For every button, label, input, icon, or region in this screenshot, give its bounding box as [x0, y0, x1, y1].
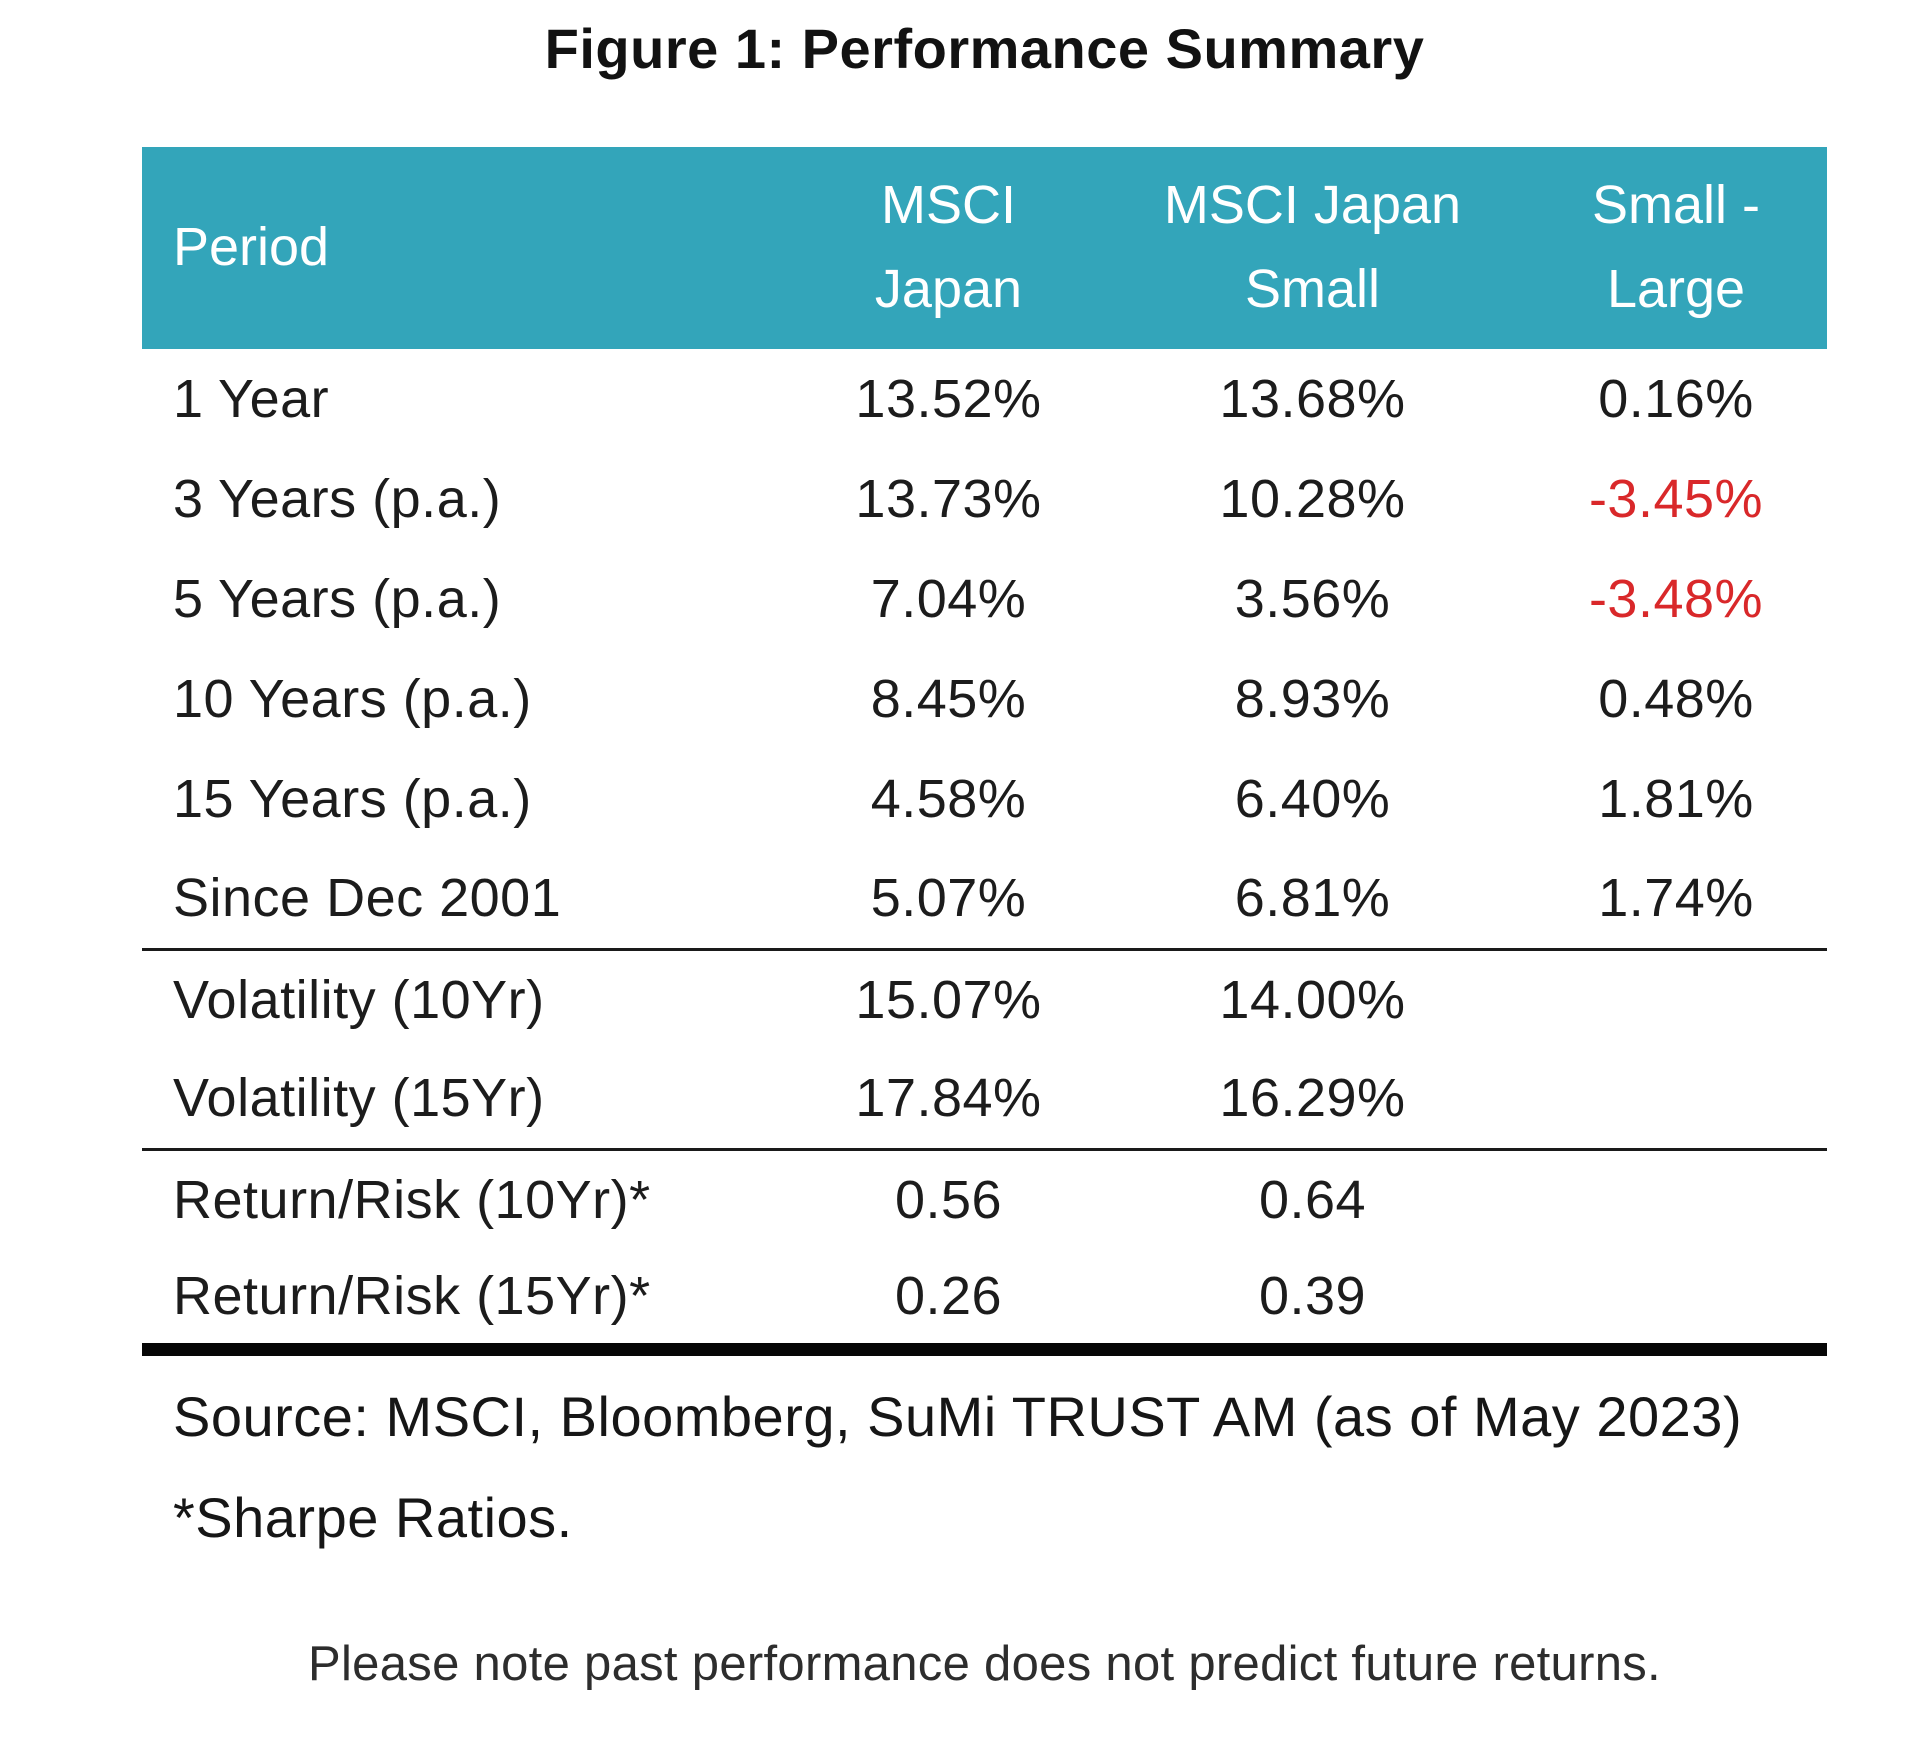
performance-summary-table: Period MSCI Japan MSCI Japan Small Small…	[142, 147, 1827, 1356]
value-cell: 0.64	[1258, 1169, 1367, 1230]
value-cell	[1525, 1149, 1827, 1249]
table-row: Return/Risk (15Yr)* 0.26 0.39	[142, 1249, 1827, 1356]
value-cell: 13.73%	[855, 469, 1042, 529]
value-cell: 0.56	[894, 1169, 1003, 1230]
table-row: 15 Years (p.a.) 4.58% 6.40% 1.81%	[142, 749, 1827, 849]
column-header-label: Small	[1244, 259, 1381, 319]
value-cell: 0.39	[1100, 1249, 1525, 1356]
column-header-msci-japan-small: MSCI Japan Small	[1100, 147, 1525, 349]
period-cell: 10 Years (p.a.)	[173, 669, 532, 729]
column-header-label: Small -	[1591, 175, 1760, 236]
value-cell: 8.93%	[1234, 669, 1391, 729]
value-cell: 16.29%	[1100, 1049, 1525, 1151]
table-row: Return/Risk (10Yr)* 0.56 0.64	[142, 1149, 1827, 1249]
value-cell	[1525, 949, 1827, 1049]
value-cell: 4.58%	[870, 769, 1027, 829]
value-cell: 0.26	[797, 1249, 1100, 1356]
sharpe-ratio-footnote: *Sharpe Ratios.	[173, 1485, 573, 1549]
table-row: 5 Years (p.a.) 7.04% 3.56% -3.48%	[142, 549, 1827, 649]
column-header-period: Period	[142, 147, 797, 349]
figure-container: Figure 1: Performance Summary Period MSC…	[142, 0, 1827, 1692]
period-cell: 15 Years (p.a.)	[173, 769, 532, 829]
value-cell: -3.45%	[1588, 469, 1764, 529]
table-row: Volatility (10Yr) 15.07% 14.00%	[142, 949, 1827, 1049]
period-cell: 5 Years (p.a.)	[173, 569, 502, 629]
value-cell	[1525, 1249, 1827, 1356]
value-cell: 13.68%	[1219, 369, 1406, 429]
value-cell: -3.48%	[1588, 569, 1764, 629]
figure-title: Figure 1: Performance Summary	[544, 17, 1425, 80]
value-cell: 0.48%	[1598, 669, 1754, 729]
period-cell: Volatility (15Yr)	[142, 1049, 797, 1151]
value-cell: 6.81%	[1100, 849, 1525, 951]
value-cell: 5.07%	[797, 849, 1100, 951]
value-cell: 10.28%	[1219, 469, 1406, 529]
period-cell: Since Dec 2001	[142, 849, 797, 951]
column-header-label: Japan	[874, 259, 1023, 319]
column-header-label: Period	[173, 217, 330, 278]
value-cell: 1.81%	[1598, 769, 1754, 829]
column-header-small-large: Small - Large	[1525, 147, 1827, 349]
table-row: Volatility (15Yr) 17.84% 16.29%	[142, 1049, 1827, 1151]
value-cell: 1.74%	[1525, 849, 1827, 951]
table-row: 1 Year 13.52% 13.68% 0.16%	[142, 349, 1827, 449]
table-row: Since Dec 2001 5.07% 6.81% 1.74%	[142, 849, 1827, 951]
value-cell: 0.16%	[1598, 369, 1754, 429]
table-row: 10 Years (p.a.) 8.45% 8.93% 0.48%	[142, 649, 1827, 749]
value-cell: 8.45%	[870, 669, 1027, 729]
value-cell: 6.40%	[1234, 769, 1391, 829]
period-cell: Volatility (10Yr)	[173, 969, 545, 1030]
column-header-msci-japan: MSCI Japan	[797, 147, 1100, 349]
column-header-label: MSCI Japan	[1163, 175, 1462, 236]
value-cell: 7.04%	[870, 569, 1027, 629]
column-header-label: Large	[1606, 259, 1746, 319]
table-header: Period MSCI Japan MSCI Japan Small Small…	[142, 147, 1827, 349]
period-cell: Return/Risk (15Yr)*	[142, 1249, 797, 1356]
period-cell: 1 Year	[173, 369, 330, 429]
column-header-label: MSCI	[881, 175, 1016, 236]
value-cell: 3.56%	[1234, 569, 1391, 629]
source-note: Source: MSCI, Bloomberg, SuMi TRUST AM (…	[173, 1384, 1743, 1448]
period-cell: Return/Risk (10Yr)*	[173, 1169, 651, 1230]
value-cell: 13.52%	[855, 369, 1042, 429]
value-cell: 17.84%	[797, 1049, 1100, 1151]
past-performance-disclaimer: Please note past performance does not pr…	[308, 1636, 1661, 1691]
value-cell: 14.00%	[1219, 969, 1406, 1030]
value-cell	[1525, 1049, 1827, 1151]
value-cell: 15.07%	[855, 969, 1042, 1030]
table-body: 1 Year 13.52% 13.68% 0.16% 3 Years (p.a.…	[142, 349, 1827, 1356]
table-row: 3 Years (p.a.) 13.73% 10.28% -3.45%	[142, 449, 1827, 549]
period-cell: 3 Years (p.a.)	[173, 469, 502, 529]
header-row: Period MSCI Japan MSCI Japan Small Small…	[142, 147, 1827, 349]
